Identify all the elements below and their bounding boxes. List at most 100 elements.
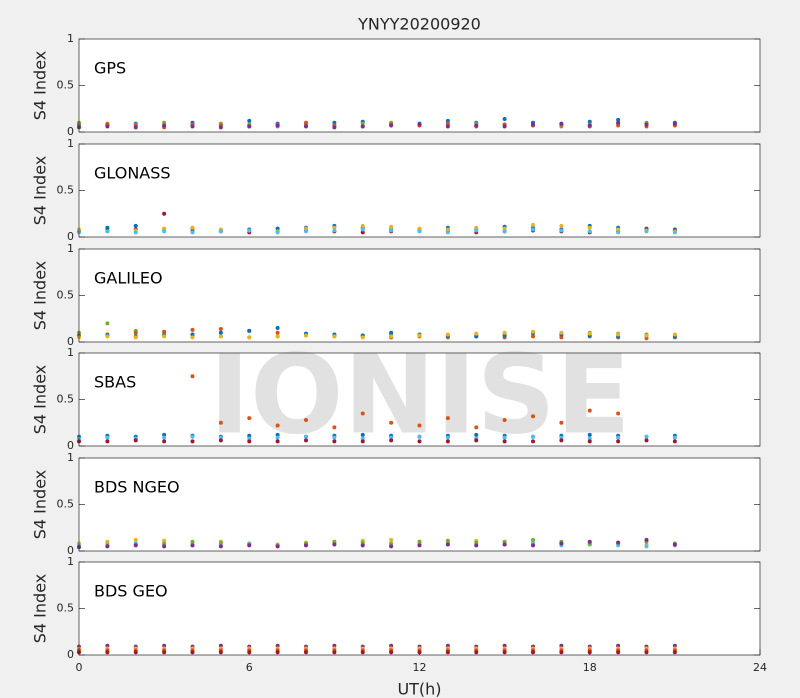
data-point: [417, 439, 422, 444]
data-point: [417, 543, 422, 548]
chart-title: YNYY20200920: [357, 15, 481, 34]
data-point: [502, 116, 507, 121]
y-tick-label: 0: [67, 648, 74, 661]
data-point: [559, 121, 564, 126]
data-point: [162, 334, 167, 339]
data-point: [616, 543, 621, 548]
data-point: [559, 330, 564, 335]
data-point: [474, 228, 479, 233]
x-tick-label: 12: [413, 661, 427, 674]
data-point: [389, 224, 394, 229]
data-point: [616, 411, 621, 416]
data-point: [190, 434, 195, 439]
data-point: [190, 650, 195, 655]
data-point: [105, 124, 110, 129]
y-tick-label: 0.5: [57, 79, 75, 92]
data-point: [275, 650, 280, 655]
data-point: [133, 537, 138, 542]
axes-background: [79, 353, 760, 446]
data-point: [360, 411, 365, 416]
data-point: [190, 332, 195, 337]
data-point: [445, 439, 450, 444]
data-point: [247, 650, 252, 655]
data-point: [616, 230, 621, 235]
y-tick-label: 0.5: [57, 498, 75, 511]
data-point: [218, 643, 223, 648]
data-point: [105, 643, 110, 648]
data-point: [162, 229, 167, 234]
data-point: [190, 124, 195, 129]
data-point: [474, 425, 479, 430]
data-point: [672, 643, 677, 648]
axes-backgrounds: [79, 39, 760, 655]
data-point: [133, 223, 138, 228]
data-point: [502, 539, 507, 544]
data-point: [162, 120, 167, 125]
data-point: [531, 414, 535, 419]
axes-box: [78, 248, 761, 343]
data-point: [445, 332, 450, 337]
data-point: [474, 650, 479, 655]
data-point: [360, 432, 365, 437]
data-point: [332, 125, 337, 130]
axes-box: [78, 352, 761, 447]
data-point: [304, 124, 308, 129]
data-point: [389, 438, 394, 443]
data-point: [559, 228, 564, 233]
data-point: [218, 438, 223, 443]
data-point: [474, 331, 479, 336]
panel-label: BDS NGEO: [94, 478, 180, 497]
data-point: [672, 332, 677, 337]
data-point: [672, 542, 677, 547]
data-point: [644, 544, 649, 549]
data-point: [105, 539, 110, 544]
y-axis-label: S4 Index: [31, 365, 50, 434]
data-point: [162, 541, 167, 546]
axes-background: [79, 39, 760, 132]
data-point: [587, 331, 592, 336]
data-point: [531, 434, 535, 439]
data-point: [162, 123, 167, 128]
data-point: [389, 544, 394, 549]
data-point: [105, 435, 110, 440]
data-point: [417, 434, 422, 439]
data-point: [105, 544, 110, 549]
data-point: [644, 434, 649, 439]
x-tick-label: 6: [246, 661, 253, 674]
axes-background: [79, 249, 760, 342]
data-point: [445, 643, 450, 648]
y-tick-label: 0.5: [57, 289, 75, 302]
data-point: [360, 230, 365, 235]
data-point: [190, 335, 195, 340]
data-point: [360, 227, 365, 232]
x-axis-label: UT(h): [397, 680, 441, 698]
data-point: [133, 230, 138, 235]
data-point: [133, 335, 138, 340]
data-point: [133, 125, 138, 130]
data-point: [360, 223, 365, 228]
data-point: [559, 335, 564, 340]
data-point: [247, 543, 252, 548]
data-point: [218, 540, 223, 545]
panel-label: GLONASS: [94, 164, 171, 183]
data-point: [502, 226, 507, 231]
data-point: [304, 434, 308, 439]
y-tick-label: 1: [67, 451, 74, 464]
data-point: [445, 538, 450, 543]
data-point: [474, 334, 479, 339]
data-point: [275, 123, 280, 128]
data-point: [672, 650, 677, 655]
data-point: [559, 223, 564, 228]
data-point: [644, 650, 649, 655]
data-point: [360, 121, 365, 126]
data-point: [502, 439, 507, 444]
data-point: [502, 333, 507, 338]
y-tick-label: 0: [67, 230, 74, 243]
data-point: [389, 541, 394, 546]
x-tick-label: 24: [753, 661, 767, 674]
data-point: [218, 330, 223, 335]
data-point: [218, 420, 223, 425]
data-point: [162, 650, 167, 655]
y-tick-label: 1: [67, 555, 74, 568]
